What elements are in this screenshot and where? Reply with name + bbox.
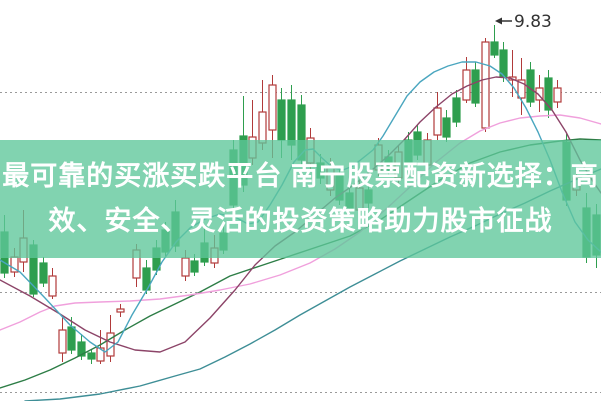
candle-down <box>490 41 499 56</box>
candle-up <box>48 275 57 297</box>
candle-up <box>116 308 125 313</box>
candle-up <box>268 84 277 131</box>
candle-up <box>96 347 105 362</box>
candle-down <box>287 99 296 146</box>
candle-up <box>58 329 67 354</box>
candle-up <box>553 87 562 103</box>
candle-down <box>67 326 76 351</box>
candle-up <box>535 87 544 101</box>
candle-down <box>277 99 286 141</box>
candle-up <box>433 107 442 136</box>
headline-line-2: 效、安全、灵活的投资策略助力股市征战 <box>48 206 553 236</box>
candle-down <box>526 69 535 103</box>
candle-down <box>442 117 451 138</box>
candle-down <box>190 260 199 273</box>
price-label: 9.83 <box>514 12 552 32</box>
candle-down <box>544 77 553 111</box>
candle-down <box>471 69 480 104</box>
headline-overlay: 最可靠的买涨买跌平台 南宁股票配资新选择：高 效、安全、灵活的投资策略助力股市征… <box>0 140 601 258</box>
candle-up <box>258 111 267 144</box>
candle-down <box>87 352 96 360</box>
headline-line-1: 最可靠的买涨买跌平台 南宁股票配资新选择：高 <box>2 161 599 191</box>
candle-up <box>481 41 490 129</box>
candle-up <box>181 257 190 277</box>
page-title: 最可靠的买涨买跌平台 南宁股票配资新选择：高 效、安全、灵活的投资策略助力股市征… <box>0 154 601 244</box>
candle-down <box>452 97 461 123</box>
candle-down <box>77 341 86 357</box>
candle-up <box>517 79 526 99</box>
candle-down <box>39 262 48 284</box>
price-arrow-head <box>495 17 502 25</box>
